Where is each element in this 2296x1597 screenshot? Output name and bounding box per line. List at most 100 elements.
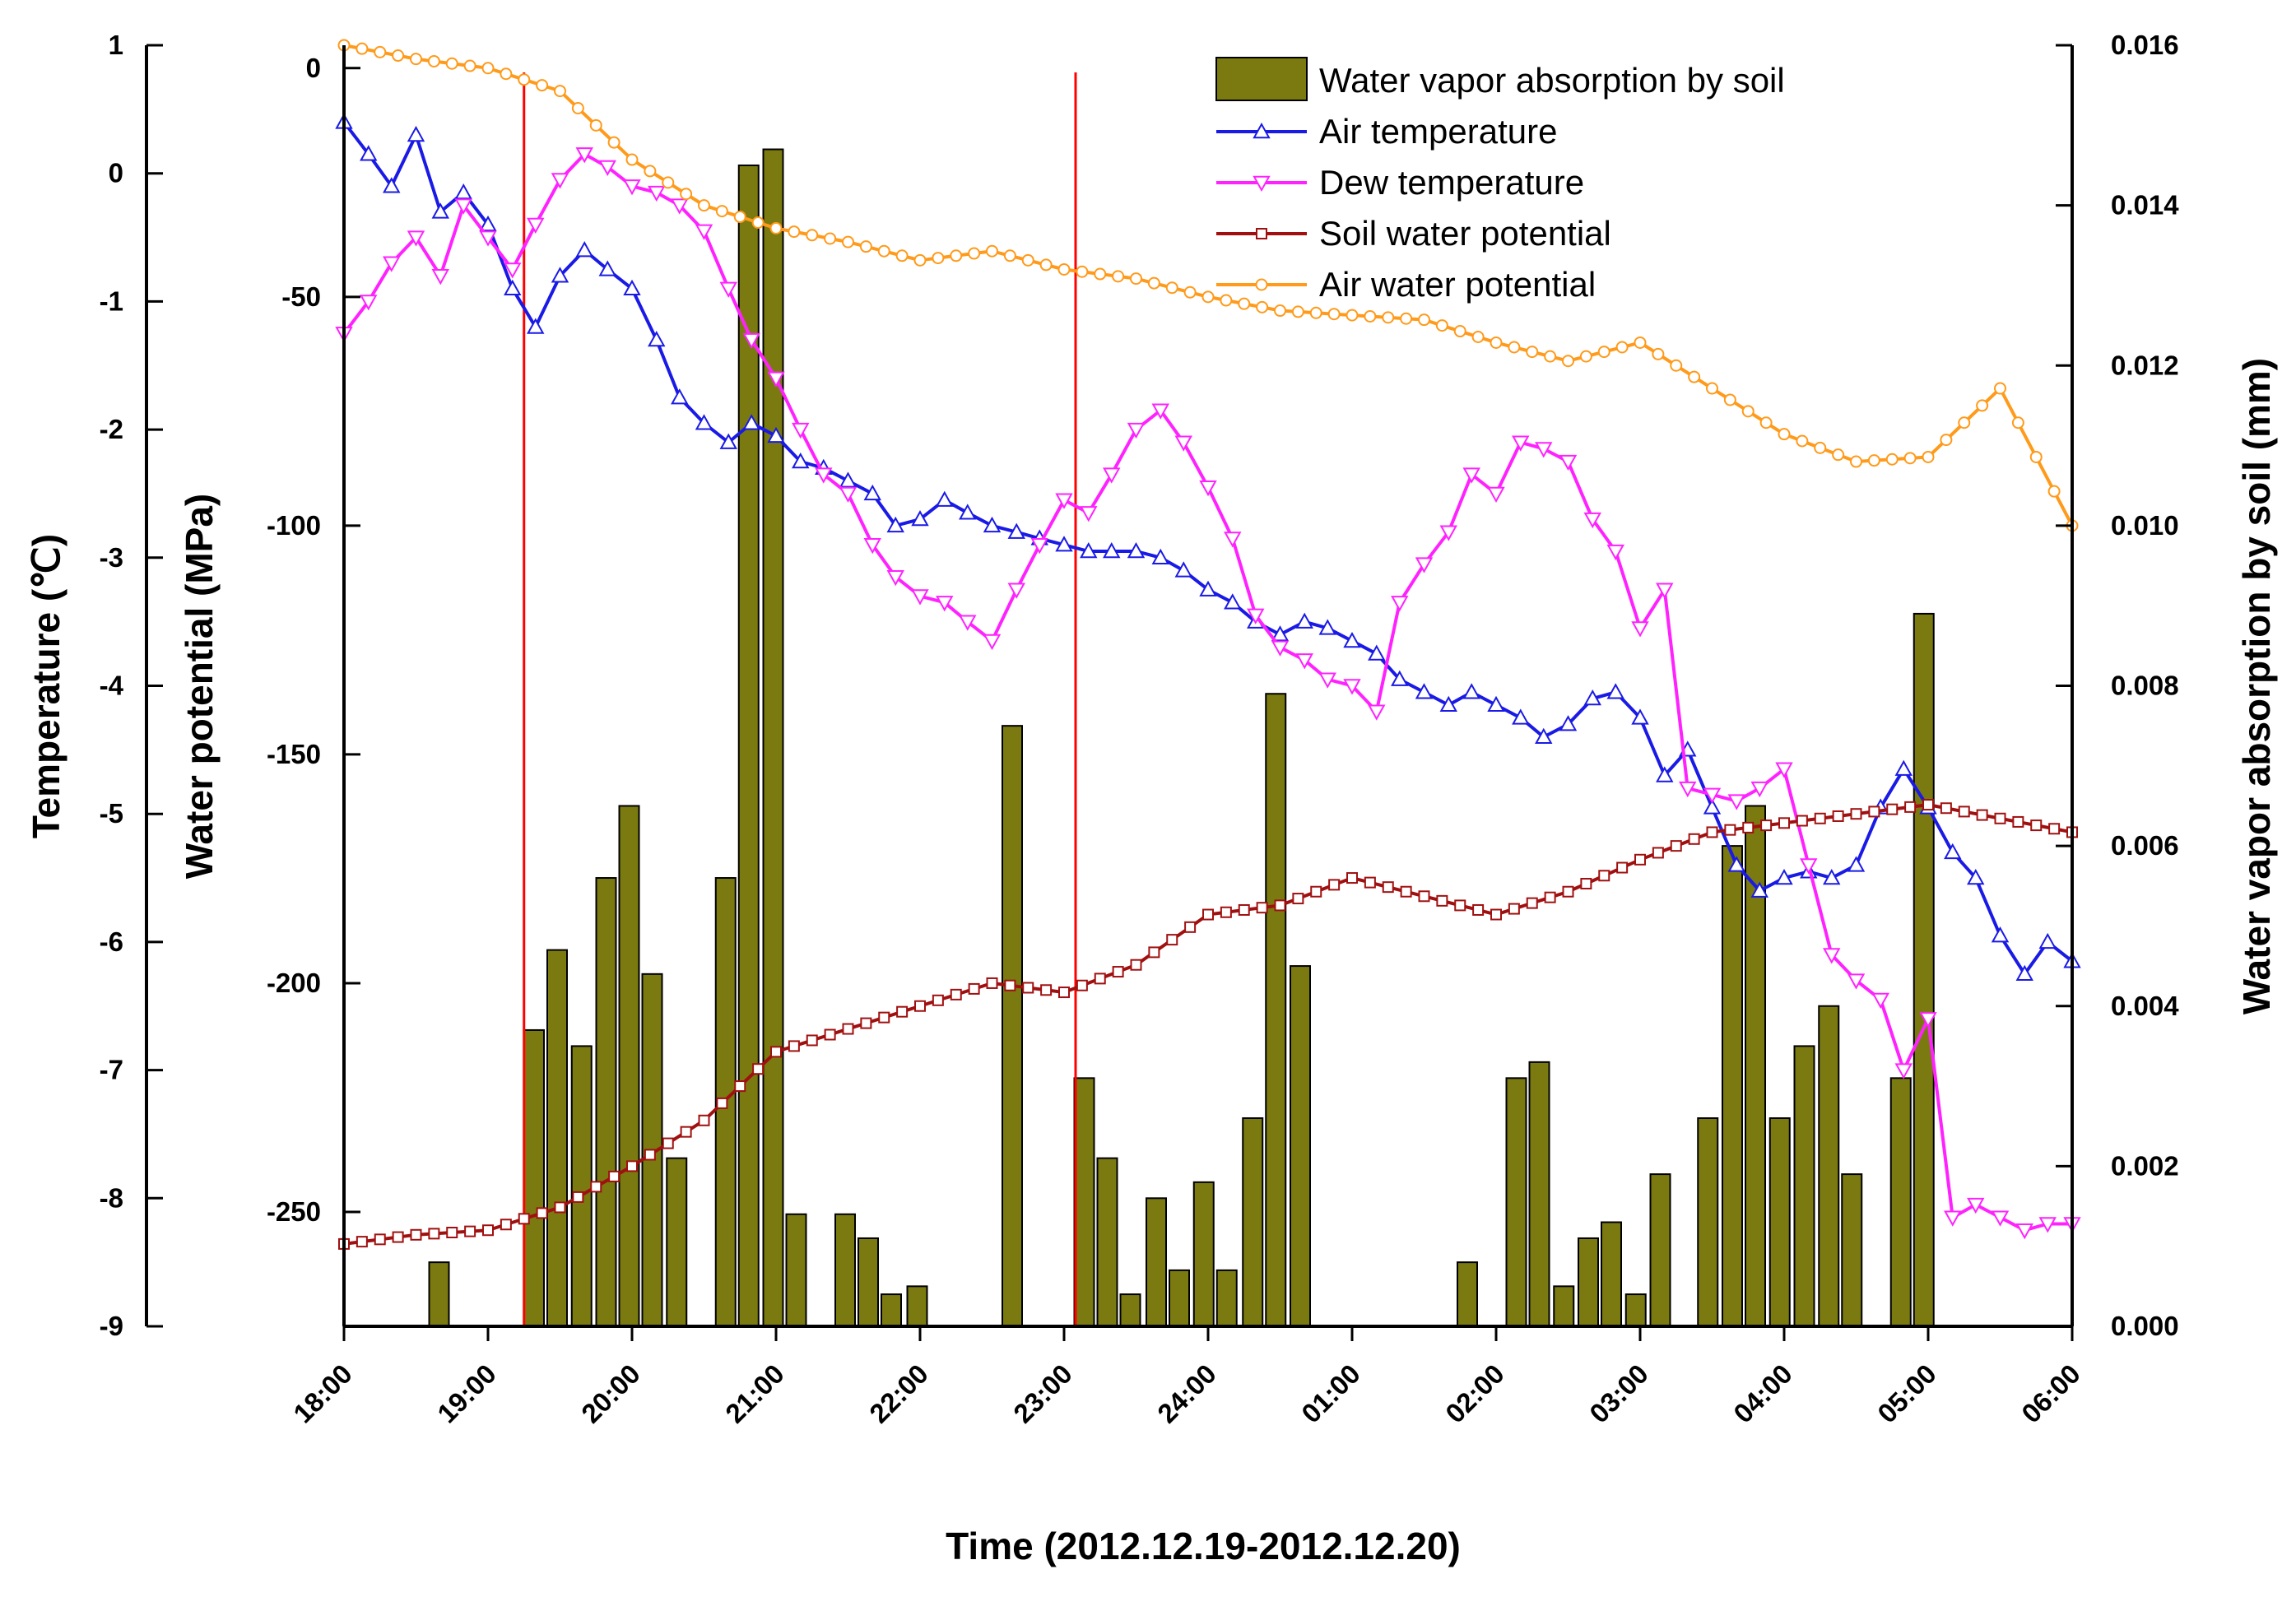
data-point-marker: [695, 414, 713, 430]
series-soil_wp: [338, 799, 2078, 1250]
data-point-marker: [1580, 878, 1592, 890]
absorption-tick-label: 0.000: [2111, 1311, 2179, 1341]
data-point-marker: [1944, 843, 1962, 860]
data-point-marker: [1103, 467, 1121, 484]
data-point-marker: [554, 85, 566, 98]
data-point-marker: [698, 1114, 710, 1126]
absorption-bar: [1601, 1221, 1622, 1328]
absorption-bar: [618, 805, 640, 1327]
water-potential-tick-label: -200: [267, 968, 321, 998]
data-point-marker: [1021, 253, 1034, 267]
data-point-marker: [1400, 885, 1412, 898]
data-point-marker: [859, 240, 872, 253]
data-point-marker: [1597, 346, 1610, 359]
legend-item-soil_wp: Soil water potential: [1216, 214, 1611, 253]
data-point-marker: [1656, 583, 1674, 599]
absorption-bar: [1697, 1117, 1719, 1328]
absorption-tick-label: 0.016: [2111, 30, 2179, 60]
data-point-marker: [1318, 672, 1336, 689]
data-point-marker: [1544, 350, 1557, 363]
data-point-marker: [1847, 973, 1866, 990]
absorption-bar: [1768, 1117, 1791, 1328]
data-point-marker: [1967, 1197, 1985, 1214]
temperature-tick-label: -2: [100, 414, 123, 444]
data-point-marker: [1253, 175, 1271, 193]
data-point-marker: [1166, 934, 1178, 946]
data-point-marker: [1224, 532, 1242, 548]
data-point-marker: [1994, 382, 2006, 395]
data-point-marker: [1148, 946, 1160, 959]
data-point-marker: [463, 59, 476, 72]
data-point-marker: [625, 153, 639, 166]
data-point-marker: [1130, 959, 1142, 971]
data-point-marker: [1199, 580, 1217, 597]
absorption-bar: [1818, 1005, 1840, 1327]
data-point-marker: [1958, 416, 1971, 429]
data-point-marker: [913, 253, 927, 267]
data-point-marker: [1415, 683, 1434, 699]
data-point-marker: [1606, 683, 1624, 699]
data-point-marker: [983, 634, 1002, 651]
data-point-marker: [788, 225, 801, 239]
water-potential-tick-label: -250: [267, 1196, 321, 1227]
data-point-marker: [886, 516, 904, 533]
absorption-bar: [1265, 693, 1287, 1327]
data-point-marker: [1490, 908, 1502, 921]
data-point-marker: [1944, 1210, 1962, 1227]
data-point-marker: [932, 994, 944, 1006]
data-point-marker: [454, 183, 472, 200]
data-point-marker: [1256, 902, 1268, 914]
data-point-marker: [1127, 422, 1146, 439]
data-point-marker: [1454, 899, 1466, 912]
data-point-marker: [1202, 908, 1214, 921]
data-point-marker: [518, 73, 531, 86]
data-point-marker: [1292, 893, 1304, 905]
temperature-axis-title: Temperature (℃): [25, 534, 67, 838]
data-point-marker: [481, 62, 495, 75]
data-point-marker: [1544, 891, 1556, 903]
absorption-bar: [1290, 965, 1311, 1327]
data-point-marker: [839, 486, 858, 504]
data-point-marker: [504, 279, 522, 296]
data-point-marker: [518, 1213, 530, 1225]
data-point-marker: [1919, 1012, 1937, 1028]
data-point-marker: [1103, 541, 1121, 559]
data-point-marker: [662, 176, 675, 189]
data-point-marker: [598, 260, 616, 276]
series-dew_temp: [335, 147, 2081, 1240]
data-point-marker: [1679, 781, 1697, 798]
data-point-marker: [1007, 583, 1025, 599]
data-point-marker: [360, 295, 378, 311]
data-point-marker: [571, 101, 584, 114]
data-point-marker: [1418, 313, 1430, 327]
data-point-marker: [392, 1231, 404, 1243]
data-point-marker: [983, 516, 1002, 533]
data-point-marker: [407, 125, 425, 142]
data-point-marker: [1057, 262, 1071, 276]
data-point-marker: [863, 484, 881, 501]
data-point-marker: [911, 589, 929, 606]
data-point-marker: [959, 504, 977, 520]
data-point-marker: [680, 188, 693, 201]
absorption-bar: [834, 1213, 856, 1327]
data-point-marker: [1291, 305, 1304, 318]
data-point-marker: [878, 1011, 890, 1024]
data-point-marker: [454, 198, 472, 215]
data-point-marker: [1535, 727, 1553, 744]
data-point-marker: [1471, 330, 1485, 343]
data-point-marker: [1800, 858, 1818, 875]
data-point-marker: [1823, 948, 1841, 964]
data-point-marker: [648, 185, 666, 202]
data-point-marker: [2048, 823, 2061, 835]
data-point-marker: [1868, 805, 1880, 818]
data-point-marker: [1631, 621, 1649, 638]
temperature-tick-label: -1: [100, 286, 123, 316]
legend-label: Dew temperature: [1319, 163, 1584, 202]
series-air_temp: [335, 113, 2081, 982]
data-point-marker: [623, 279, 641, 296]
absorption-bar: [1457, 1261, 1478, 1328]
data-point-marker: [824, 232, 837, 245]
data-point-marker: [551, 173, 569, 189]
data-point-marker: [446, 1227, 458, 1239]
data-point-marker: [536, 1207, 548, 1219]
